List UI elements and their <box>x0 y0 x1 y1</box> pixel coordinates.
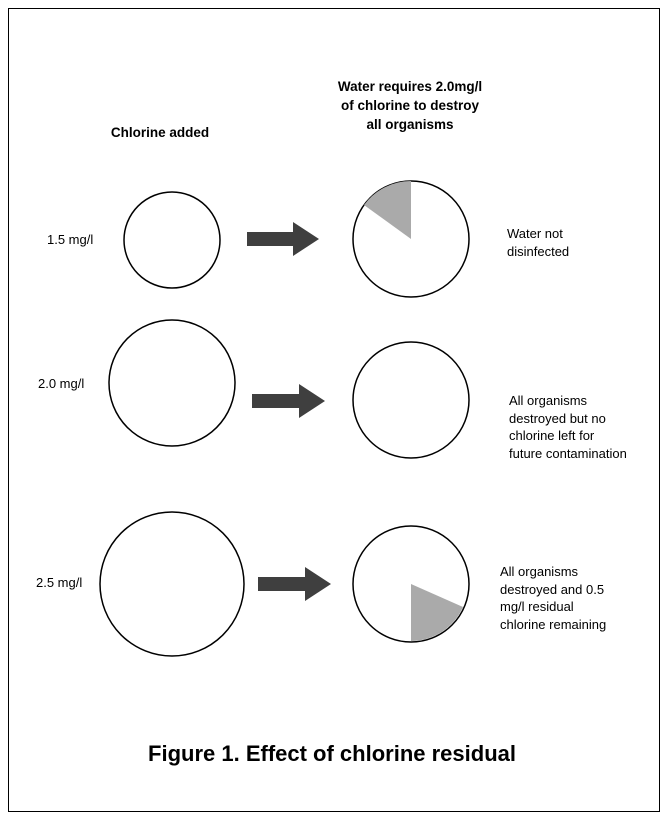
dose-label-2-0: 2.0 mg/l <box>38 376 85 391</box>
arrow-row-2 <box>252 384 325 418</box>
dose-circle-1-5 <box>123 191 221 289</box>
header-chlorine-added: Chlorine added <box>110 125 210 140</box>
dose-label-1-5: 1.5 mg/l <box>47 232 94 247</box>
dose-circle-2-0 <box>108 319 236 447</box>
dose-label-2-5: 2.5 mg/l <box>36 575 83 590</box>
shaded-sector-1 <box>364 181 411 239</box>
result-circle-3 <box>352 525 470 643</box>
arrow-row-1 <box>247 222 319 256</box>
arrow-row-3 <box>258 567 331 601</box>
note-row-2: All organisms destroyed but no chlorine … <box>509 393 627 461</box>
note-row-3: All organisms destroyed and 0.5 mg/l res… <box>500 564 607 632</box>
dose-circle-2-5 <box>99 511 245 657</box>
figure-caption: Figure 1. Effect of chlorine residual <box>148 741 516 766</box>
result-circle-2 <box>352 341 470 459</box>
shaded-sector-3 <box>411 584 463 641</box>
figure-frame <box>8 8 660 812</box>
note-row-1: Water not disinfected <box>507 226 570 259</box>
header-water-requirement: Water requires 2.0mg/l of chlorine to de… <box>337 79 483 132</box>
